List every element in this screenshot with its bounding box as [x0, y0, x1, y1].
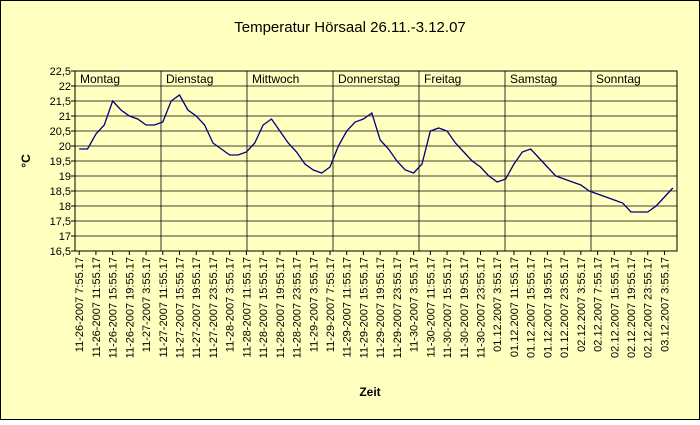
x-tick-label: 02.12.2007 15:55.17 — [609, 257, 621, 358]
x-tick-label: 11-28-2007 23:55.17 — [292, 257, 304, 358]
x-tick-label: 11-29-2007 11:55.17 — [342, 257, 354, 358]
x-axis-title: Zeit — [359, 385, 380, 399]
y-tick-label: 18,5 — [50, 186, 71, 198]
x-tick-label: 01.12.2007 3:55.17 — [492, 257, 504, 352]
y-tick-label: 17,5 — [50, 216, 71, 228]
y-axis-title: °C — [19, 154, 33, 168]
x-tick-label: 11-30-2007 23:55.17 — [476, 257, 488, 358]
x-tick-label: 11-29-2007 15:55.17 — [358, 257, 370, 358]
x-tick-label: 11-26-2007 11:55.17 — [91, 257, 103, 358]
x-tick-label: 11-26-2007 7:55.17 — [74, 257, 86, 352]
day-label: Montag — [80, 72, 120, 86]
x-tick-label: 01.12.2007 23:55.17 — [559, 257, 571, 358]
day-label: Freitag — [424, 72, 461, 86]
x-tick-label: 11-30-2007 15:55.17 — [442, 257, 454, 358]
chart-title: Temperatur Hörsaal 26.11.-3.12.07 — [234, 19, 466, 36]
day-label: Mittwoch — [252, 72, 299, 86]
data-line — [79, 94, 674, 213]
y-tick-label: 16,5 — [50, 246, 71, 258]
x-tick-label: 02.12.2007 3:55.17 — [576, 257, 588, 352]
y-tick-label: 20,5 — [50, 126, 71, 138]
x-tick-label: 01.12.2007 15:55.17 — [526, 257, 538, 358]
x-tick-label: 11-28-2007 15:55.17 — [258, 257, 270, 358]
x-tick-label: 11-26-2007 15:55.17 — [108, 257, 120, 358]
day-label: Donnerstag — [338, 72, 400, 86]
x-tick-label: 02.12.2007 7:55.17 — [593, 257, 605, 352]
x-tick-label: 11-30-2007 3:55.17 — [409, 257, 421, 352]
x-tick-label: 11-27-2007 19:55.17 — [191, 257, 203, 358]
x-tick-label: 11-28-2007 11:55.17 — [241, 257, 253, 358]
x-tick-label: 11-28-2007 19:55.17 — [275, 257, 287, 358]
day-label: Dienstag — [166, 72, 213, 86]
x-tick-label: 11-29-2007 3:55.17 — [308, 257, 320, 352]
y-tick-label: 21,5 — [50, 96, 71, 108]
x-tick-label: 02.12.2007 19:55.17 — [626, 257, 638, 358]
y-tick-label: 20 — [59, 141, 71, 153]
x-tick-label: 03.12.2007 3:55.17 — [659, 257, 671, 352]
y-tick-label: 21 — [59, 111, 71, 123]
x-tick-label: 01.12.2007 19:55.17 — [542, 257, 554, 358]
x-tick-label: 11-29-2007 19:55.17 — [375, 257, 387, 358]
y-tick-label: 19,5 — [50, 156, 71, 168]
y-tick-label: 17 — [59, 231, 71, 243]
x-tick-label: 01.12.2007 11:55.17 — [509, 257, 521, 357]
day-label: Sonntag — [596, 72, 641, 86]
x-tick-label: 11-26-2007 19:55.17 — [124, 257, 136, 358]
x-tick-label: 02.12.2007 23:55.17 — [643, 257, 655, 358]
y-tick-label: 22 — [59, 81, 71, 93]
x-tick-label: 11-27-2007 11:55.17 — [158, 257, 170, 358]
x-tick-label: 11-30-2007 19:55.17 — [459, 257, 471, 358]
x-tick-label: 11-29-2007 23:55.17 — [392, 257, 404, 358]
y-tick-label: 19 — [59, 171, 71, 183]
y-tick-label: 18 — [59, 201, 71, 213]
x-tick-label: 11-27-2007 3:55.17 — [141, 257, 153, 352]
day-label: Samstag — [510, 72, 557, 86]
x-tick-label: 11-29-2007 7:55.17 — [325, 257, 337, 352]
x-tick-label: 11-27-2007 23:55.17 — [208, 257, 220, 358]
x-tick-label: 11-28-2007 3:55.17 — [225, 257, 237, 352]
x-tick-label: 11-30-2007 11:55.17 — [425, 257, 437, 358]
y-tick-label: 22,5 — [50, 66, 71, 78]
x-tick-label: 11-27-2007 15:55.17 — [175, 257, 187, 358]
